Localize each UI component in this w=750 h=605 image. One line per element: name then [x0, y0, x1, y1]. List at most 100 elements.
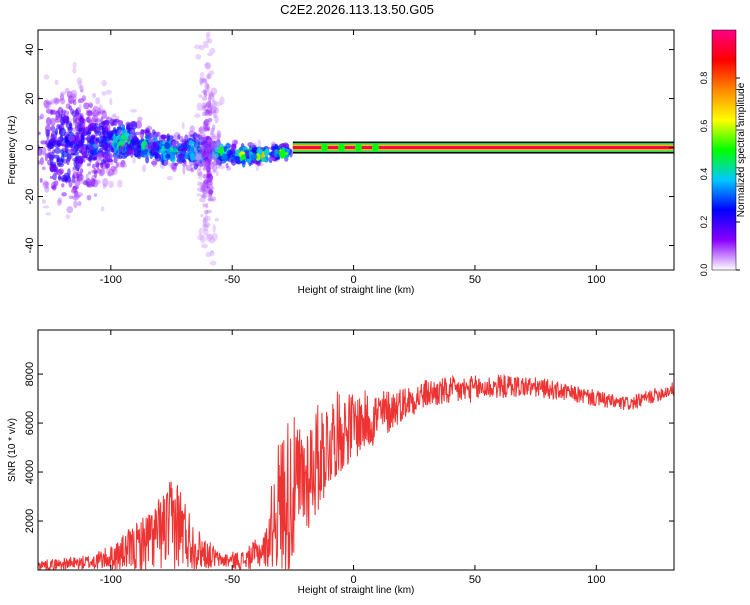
- spectrogram-cell: [197, 171, 203, 176]
- spectrogram-cell: [112, 113, 117, 118]
- spectrogram-cell: [45, 101, 53, 105]
- spectrogram-cell: [202, 276, 207, 283]
- spectrogram-cell: [204, 82, 210, 90]
- spectrogram-cell: [39, 113, 45, 120]
- spectrogram-cell: [250, 159, 254, 166]
- spectrogram-cell: [42, 181, 50, 186]
- spectrogram-cell: [212, 135, 220, 142]
- spectrogram-cell: [103, 154, 109, 162]
- spectrogram-cell: [109, 118, 115, 127]
- spectrogram-cell: [68, 95, 75, 104]
- spectrogram-cell: [93, 193, 98, 197]
- spectrogram-cell: [61, 192, 67, 197]
- spectrogram-cell: [199, 132, 206, 137]
- spectrogram-cell: [235, 149, 241, 154]
- spectrogram-cell: [152, 158, 157, 168]
- spectrogram-cell: [89, 137, 95, 144]
- spectrogram-cell: [202, 187, 208, 195]
- snr-x-label: Height of straight line (km): [298, 585, 415, 596]
- spectrogram-cell: [42, 180, 49, 189]
- spectrogram-cell: [212, 153, 219, 159]
- spectrogram-cell: [199, 282, 204, 286]
- spectrogram-cell: [142, 129, 150, 133]
- y-tick-label: 40: [24, 43, 36, 55]
- spectrogram-cell: [54, 97, 59, 105]
- spectrogram-cell: [107, 158, 113, 163]
- spectrogram-cell: [216, 130, 222, 139]
- spectrogram-x-ticks: -100 -50 0 50 100: [100, 30, 606, 286]
- spectrogram-cell: [91, 163, 96, 169]
- y-tick-label: 20: [24, 92, 36, 104]
- spectrogram-cell: [67, 142, 73, 146]
- spectrogram-cell: [204, 112, 210, 117]
- spectrogram-cell: [199, 76, 204, 86]
- spectrogram-cell: [49, 165, 53, 172]
- spectrogram-cell: [198, 44, 205, 51]
- spectrogram-cell: [43, 99, 50, 108]
- spectrogram-cell: [70, 89, 78, 98]
- spectrogram-cell: [108, 180, 114, 189]
- spectrogram-cell: [76, 132, 80, 138]
- spectrogram-cell: [205, 164, 211, 173]
- spectrogram-cell: [78, 80, 82, 89]
- colorbar: 0.0 0.2 0.4 0.6 0.8 Normalized spectral ampl…: [699, 29, 747, 276]
- spectrogram-cell: [130, 129, 135, 137]
- spectrogram-cell: [68, 195, 74, 199]
- spectrogram-cell: [108, 130, 115, 136]
- spectrogram-cell: [197, 163, 202, 172]
- spectrogram-cell: [219, 96, 225, 106]
- spectrogram-cell: [98, 147, 104, 154]
- spectrogram-cell: [56, 199, 62, 206]
- snr-line: [38, 374, 674, 570]
- spectrogram-cell: [149, 133, 153, 139]
- y-tick-label: -20: [24, 189, 36, 205]
- spectrogram-cell: [160, 134, 167, 140]
- spectrogram-cell: [173, 162, 179, 167]
- spectrogram-cell: [59, 91, 67, 96]
- spectrogram-cell: [225, 162, 229, 169]
- spectrogram-cell: [132, 157, 136, 164]
- spectrogram-cell: [88, 119, 93, 126]
- spectrogram-cell: [74, 152, 78, 157]
- spectrogram-cell: [202, 216, 207, 226]
- spectrogram-heatmap: [38, 31, 293, 286]
- spectrogram-cell: [96, 162, 100, 169]
- spectrogram-cell: [218, 165, 225, 170]
- spectrogram-cell: [205, 150, 210, 157]
- spectrogram-cell: [89, 103, 93, 109]
- y-tick-label: 0: [24, 144, 36, 150]
- spectrogram-cell: [74, 108, 79, 117]
- spectrogram-cell: [116, 129, 123, 137]
- spectrogram-cell: [189, 125, 195, 133]
- spectrogram-cell: [202, 180, 209, 188]
- spectrogram-cell: [207, 138, 213, 143]
- spectrogram-cell: [42, 205, 50, 209]
- spectrogram-cell: [78, 104, 82, 110]
- spectrogram-cell: [208, 186, 215, 191]
- spectrogram-cell: [51, 185, 56, 189]
- spectrogram-cell: [60, 98, 66, 105]
- spectrogram-cell: [205, 109, 209, 113]
- spectrogram-cell: [194, 113, 201, 119]
- spectrogram-cell: [214, 142, 221, 151]
- snr-frame: [37, 329, 675, 571]
- spectrogram-cell: [119, 144, 125, 152]
- spectrogram-cell: [214, 115, 219, 124]
- spectrogram-cell: [213, 154, 217, 161]
- spectrogram-cell: [117, 120, 124, 127]
- spectrogram-cell: [208, 94, 212, 103]
- spectrogram-cell: [201, 243, 208, 249]
- snr-panel: -100 -50 0 50 100 2000 4000 6000 8000 Height of…: [7, 329, 675, 596]
- spectrogram-cell: [194, 138, 199, 146]
- spectrogram-cell: [202, 126, 208, 132]
- spectrogram-cell: [101, 110, 107, 120]
- spectrogram-cell: [109, 152, 113, 160]
- spectrogram-cell: [100, 116, 104, 124]
- spectrogram-cell: [234, 139, 239, 145]
- spectrogram-cell: [80, 118, 86, 122]
- spectrogram-cell: [214, 147, 219, 153]
- spectrogram-cell: [206, 105, 213, 114]
- spectrogram-cell: [206, 150, 211, 157]
- spectrogram-cell: [76, 176, 83, 182]
- spectrogram-cells: [38, 31, 293, 286]
